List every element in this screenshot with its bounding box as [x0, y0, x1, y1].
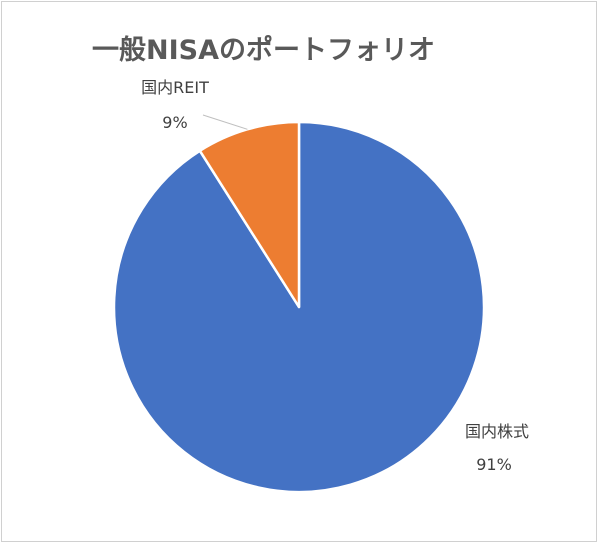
- data-label-percent-2: 9%: [162, 113, 187, 132]
- chart-title: 一般NISAのポートフォリオ: [92, 35, 435, 66]
- data-label-category-2: 国内REIT: [141, 78, 209, 97]
- pie-slice-2: [198, 120, 301, 309]
- leader-line: [202, 114, 248, 130]
- data-label-category-1: 国内株式: [465, 422, 529, 441]
- data-label-percent-1: 91%: [476, 455, 512, 474]
